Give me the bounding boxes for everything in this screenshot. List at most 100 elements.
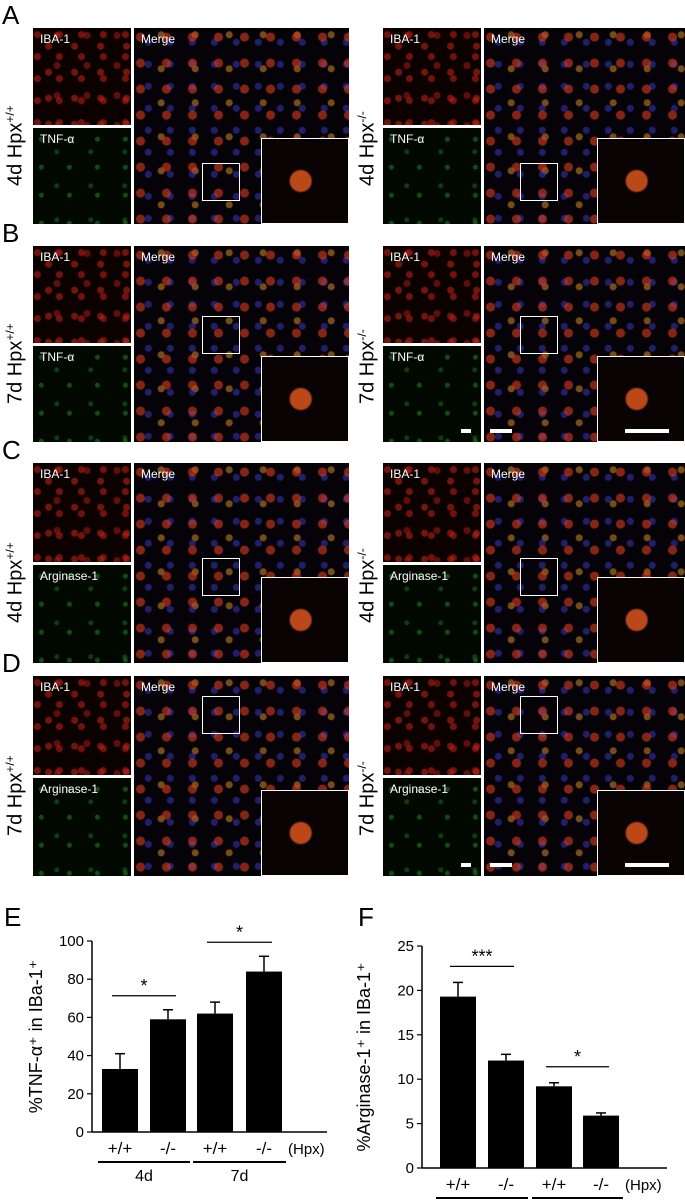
y-tick-label: 5	[406, 1116, 414, 1133]
genotype-superscript: +/+	[3, 323, 17, 341]
genotype-superscript: -/-	[355, 761, 369, 773]
x-tick-label: +/+	[108, 1139, 133, 1158]
genotype-superscript: -/-	[355, 111, 369, 123]
channel-label: TNF-α	[40, 131, 75, 146]
bar	[583, 1115, 619, 1168]
micrograph-marker-D-left: Arginase-1	[33, 777, 131, 876]
micrograph-marker-A-left: TNF-α	[33, 127, 131, 224]
channel-label: IBA-1	[390, 32, 421, 46]
y-tick-label: 20	[67, 1086, 84, 1103]
bar	[150, 1019, 186, 1132]
y-tick-label: 60	[67, 1009, 84, 1026]
bar	[536, 1086, 572, 1168]
x-tick-label: -/-	[256, 1139, 272, 1158]
zoom-inset	[597, 577, 685, 663]
significance-marker: *	[140, 976, 147, 996]
bar	[246, 971, 282, 1132]
micrograph-iba1-B-left: IBA-1	[33, 246, 131, 343]
channel-label: IBA-1	[40, 680, 71, 694]
y-tick-label: 0	[76, 1124, 84, 1141]
significance-marker: ***	[471, 946, 492, 966]
bar	[440, 996, 476, 1168]
condition-text: 7d Hpx	[356, 772, 379, 836]
channel-label: Merge	[491, 467, 526, 481]
genotype-superscript: +/+	[3, 755, 17, 773]
channel-label: IBA-1	[390, 250, 421, 264]
micrograph-marker-A-right: TNF-α	[383, 127, 481, 224]
micrograph-marker-B-right: TNF-α	[383, 345, 481, 442]
channel-label: Merge	[491, 32, 526, 46]
micrograph-merge-A-right: Merge	[484, 28, 685, 224]
zoom-box	[520, 696, 558, 734]
scale-bar	[625, 429, 669, 433]
channel-label: Arginase-1	[390, 568, 449, 583]
scale-bar	[625, 863, 669, 867]
y-tick-label: 20	[397, 982, 414, 999]
y-axis-label: %Arginase-1⁺ in IBa-1⁺	[354, 962, 374, 1151]
micrograph-merge-D-right: Merge	[484, 676, 685, 876]
y-tick-label: 25	[397, 938, 414, 955]
micrograph-iba1-A-left: IBA-1	[33, 28, 131, 125]
micrograph-iba1-D-left: IBA-1	[33, 676, 131, 775]
y-tick-label: 40	[67, 1048, 84, 1065]
channel-label: IBA-1	[40, 32, 71, 46]
group-label: 7d	[231, 1168, 249, 1185]
zoom-inset	[261, 356, 349, 442]
channel-label: Arginase-1	[40, 781, 99, 796]
condition-text: 4d Hpx	[4, 122, 27, 186]
condition-text: 4d Hpx	[4, 559, 27, 623]
micrograph-iba1-B-right: IBA-1	[383, 246, 481, 343]
channel-label: TNF-α	[390, 131, 425, 146]
condition-label-B-right: 7d Hpx-/-	[355, 329, 380, 404]
micrograph-marker-D-right: Arginase-1	[383, 777, 481, 876]
x-tick-label: +/+	[203, 1139, 228, 1158]
micrograph-iba1-C-left: IBA-1	[33, 463, 131, 562]
micrograph-iba1-D-right: IBA-1	[383, 676, 481, 775]
channel-label: IBA-1	[390, 680, 421, 694]
channel-label: Merge	[491, 680, 526, 694]
micrograph-merge-B-right: Merge	[484, 246, 685, 442]
condition-text: 7d Hpx	[4, 340, 27, 404]
condition-text: 4d Hpx	[356, 559, 379, 623]
channel-label: Merge	[141, 680, 176, 694]
significance-marker: *	[574, 1047, 581, 1067]
panel-letter-B: B	[2, 218, 20, 248]
zoom-box	[202, 316, 240, 354]
micrograph-marker-C-right: Arginase-1	[383, 564, 481, 663]
channel-label: Merge	[141, 467, 176, 481]
zoom-inset	[261, 577, 349, 663]
micrograph-iba1-C-right: IBA-1	[383, 463, 481, 562]
channel-label: IBA-1	[40, 467, 71, 481]
zoom-box	[520, 558, 558, 596]
x-tick-label: -/-	[498, 1175, 514, 1194]
micrograph-iba1-A-right: IBA-1	[383, 28, 481, 125]
condition-label-C-right: 4d Hpx-/-	[355, 548, 380, 623]
condition-text: 7d Hpx	[356, 340, 379, 404]
panel-letter-C: C	[2, 435, 21, 465]
unit-label: (Hpx)	[625, 1177, 662, 1194]
x-tick-label: -/-	[160, 1139, 176, 1158]
y-tick-label: 100	[59, 933, 84, 950]
micrograph-merge-D-left: Merge	[134, 676, 349, 876]
significance-marker: *	[236, 922, 243, 942]
panel-letter-D: D	[2, 648, 21, 678]
condition-label-A-right: 4d Hpx-/-	[355, 111, 380, 186]
zoom-inset	[597, 356, 685, 442]
micrograph-marker-C-left: Arginase-1	[33, 564, 131, 663]
zoom-box	[520, 316, 558, 354]
genotype-superscript: +/+	[3, 105, 17, 123]
y-tick-label: 10	[397, 1071, 414, 1088]
condition-label-A-left: 4d Hpx+/+	[3, 105, 28, 186]
condition-label-C-left: 4d Hpx+/+	[3, 542, 28, 623]
micrograph-merge-B-left: Merge	[134, 246, 349, 442]
condition-label-B-left: 7d Hpx+/+	[3, 323, 28, 404]
unit-label: (Hpx)	[288, 1141, 325, 1158]
channel-label: Arginase-1	[390, 781, 449, 796]
channel-label: Merge	[141, 32, 176, 46]
panel-letter-F: F	[358, 902, 374, 932]
y-axis-label: %TNF-α⁺ in IBa-1⁺	[26, 960, 46, 1113]
genotype-superscript: -/-	[355, 548, 369, 560]
condition-label-D-left: 7d Hpx+/+	[3, 755, 28, 836]
scale-bar	[461, 429, 471, 433]
zoom-box	[202, 163, 240, 201]
